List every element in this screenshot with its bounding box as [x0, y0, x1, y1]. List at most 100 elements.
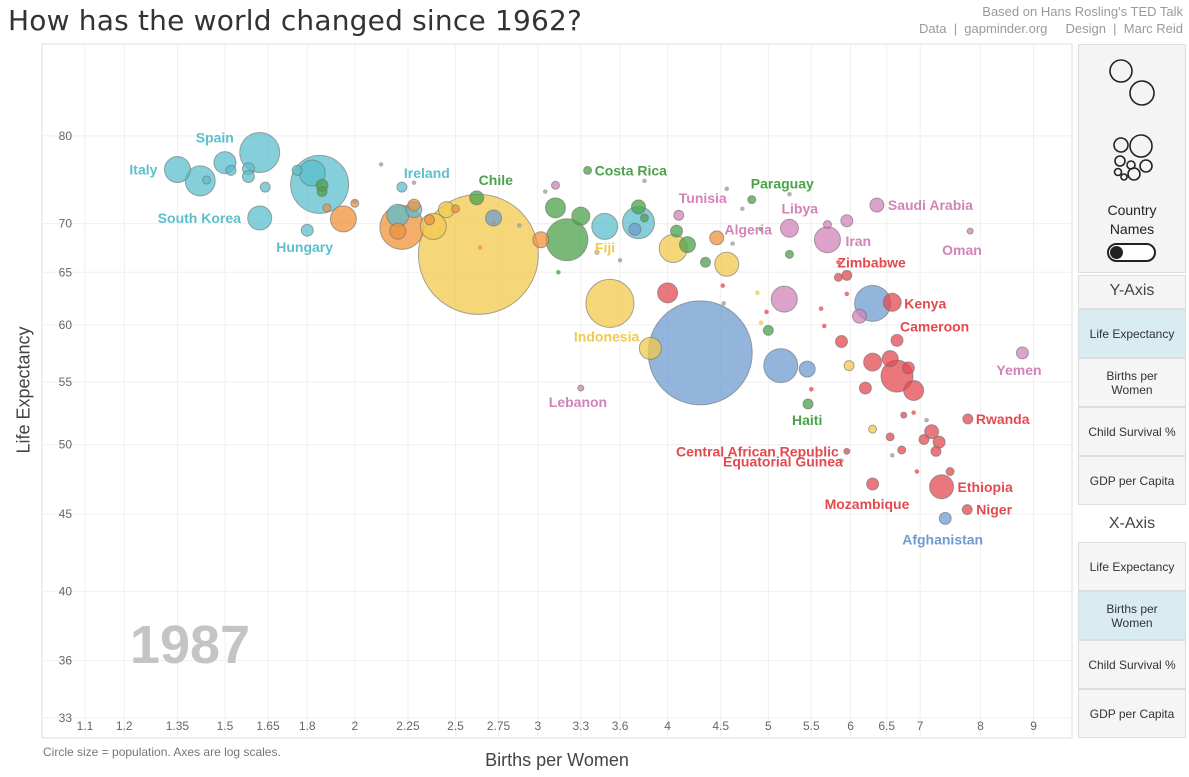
country-dot [542, 189, 548, 194]
country-label: Tunisia [679, 190, 727, 206]
country-label: Rwanda [976, 411, 1030, 427]
country-bubble [897, 445, 907, 455]
country-dot [517, 223, 522, 228]
country-bubble [890, 333, 904, 347]
x-tick-label: 4.5 [712, 719, 729, 733]
country-label: Fiji [595, 239, 615, 255]
x-tick-label: 3.3 [572, 719, 589, 733]
country-bubble [852, 308, 868, 324]
country-bubble [638, 336, 662, 360]
x-axis-label: Births per Women [485, 750, 629, 770]
country-label: Spain [196, 129, 234, 145]
bubble-cluster-icon [1113, 134, 1153, 181]
country-label: Libya [781, 200, 818, 216]
country-dot [642, 178, 647, 184]
y-tick-label: 45 [59, 507, 73, 521]
country-bubble [900, 411, 908, 419]
x-option-child-survival[interactable]: Child Survival % [1078, 640, 1186, 689]
country-bubble [885, 432, 895, 442]
country-bubble [882, 292, 902, 312]
country-bubble [585, 278, 635, 328]
credit-line-1: Based on Hans Rosling's TED Talk [982, 4, 1183, 19]
country-bubble [241, 170, 255, 184]
country-bubble [924, 424, 940, 440]
x-tick-label: 3 [534, 719, 541, 733]
country-label: Chile [479, 172, 513, 188]
country-bubble [709, 230, 725, 246]
y-tick-label: 60 [59, 318, 73, 332]
country-bubble [300, 223, 314, 237]
country-bubble [469, 190, 485, 206]
x-tick-label: 1.5 [217, 719, 234, 733]
country-bubble [647, 300, 753, 406]
country-bubble [802, 398, 814, 410]
country-bubble [259, 181, 271, 193]
country-names-toggle[interactable] [1107, 243, 1156, 262]
credit-line-2: Data | gapminder.org Design | Marc Reid [919, 21, 1183, 36]
x-tick-label: 1.2 [116, 719, 133, 733]
country-bubble [673, 209, 685, 221]
country-label: Afghanistan [902, 531, 983, 547]
x-tick-label: 6 [847, 719, 854, 733]
x-option-gdp-per-capita[interactable]: GDP per Capita [1078, 689, 1186, 738]
x-option-life-expectancy[interactable]: Life Expectancy [1078, 542, 1186, 591]
country-bubble [423, 214, 435, 226]
country-bubble [389, 222, 407, 240]
y-option-births-per-women[interactable]: Births per Women [1078, 358, 1186, 407]
country-bubble [532, 231, 550, 249]
country-bubble [225, 164, 237, 176]
country-label: Algeria [724, 221, 772, 237]
legend-panel [1078, 44, 1186, 273]
x-axis-title: X-Axis [1108, 515, 1156, 532]
country-label: Ethiopia [958, 479, 1013, 495]
country-bubble [869, 197, 885, 213]
country-label: Zimbabwe [837, 254, 906, 270]
x-tick-label: 5 [765, 719, 772, 733]
country-label: Iran [845, 233, 871, 249]
country-label: Indonesia [574, 328, 640, 344]
x-tick-label: 2.5 [447, 719, 464, 733]
country-dot [889, 453, 895, 458]
country-dot [720, 283, 726, 288]
country-bubble [843, 360, 855, 372]
y-option-gdp-per-capita[interactable]: GDP per Capita [1078, 456, 1186, 505]
country-bubble [784, 249, 794, 259]
x-option-births-per-women[interactable]: Births per Women [1078, 591, 1186, 640]
x-tick-label: 9 [1030, 719, 1037, 733]
country-bubble [863, 352, 883, 372]
country-bubble [966, 227, 974, 235]
y-option-child-survival[interactable]: Child Survival % [1078, 407, 1186, 456]
country-bubble [329, 205, 357, 233]
country-bubble [407, 198, 421, 212]
country-bubble [763, 348, 799, 384]
country-bubble [247, 205, 273, 231]
y-option-life-expectancy[interactable]: Life Expectancy [1078, 309, 1186, 358]
x-tick-label: 7 [917, 719, 924, 733]
country-dot [758, 226, 764, 232]
footnote: Circle size = population. Axes are log s… [43, 745, 281, 759]
country-bubble [291, 164, 303, 176]
country-bubble [770, 285, 798, 313]
country-label: Saudi Arabia [888, 197, 973, 213]
y-axis-panel [1078, 275, 1186, 309]
country-dot [839, 458, 844, 463]
country-dot [378, 162, 384, 167]
credits: Based on Hans Rosling's TED Talk Data | … [919, 3, 1183, 37]
y-axis-label: Life Expectancy [13, 326, 34, 454]
country-bubble [901, 361, 915, 375]
country-dot [809, 386, 814, 392]
country-label: Paraguay [751, 176, 814, 192]
country-bubble [962, 413, 974, 425]
country-bubble [396, 181, 408, 193]
year-label: 1987 [130, 615, 250, 675]
legend-icons [1109, 59, 1155, 181]
x-tick-label: 4 [664, 719, 671, 733]
country-bubble [779, 218, 799, 238]
country-bubble [485, 209, 503, 227]
y-tick-label: 70 [59, 217, 73, 231]
country-bubble [163, 156, 191, 184]
x-tick-label: 2 [351, 719, 358, 733]
x-tick-label: 6.5 [878, 719, 895, 733]
country-bubble [670, 224, 684, 238]
